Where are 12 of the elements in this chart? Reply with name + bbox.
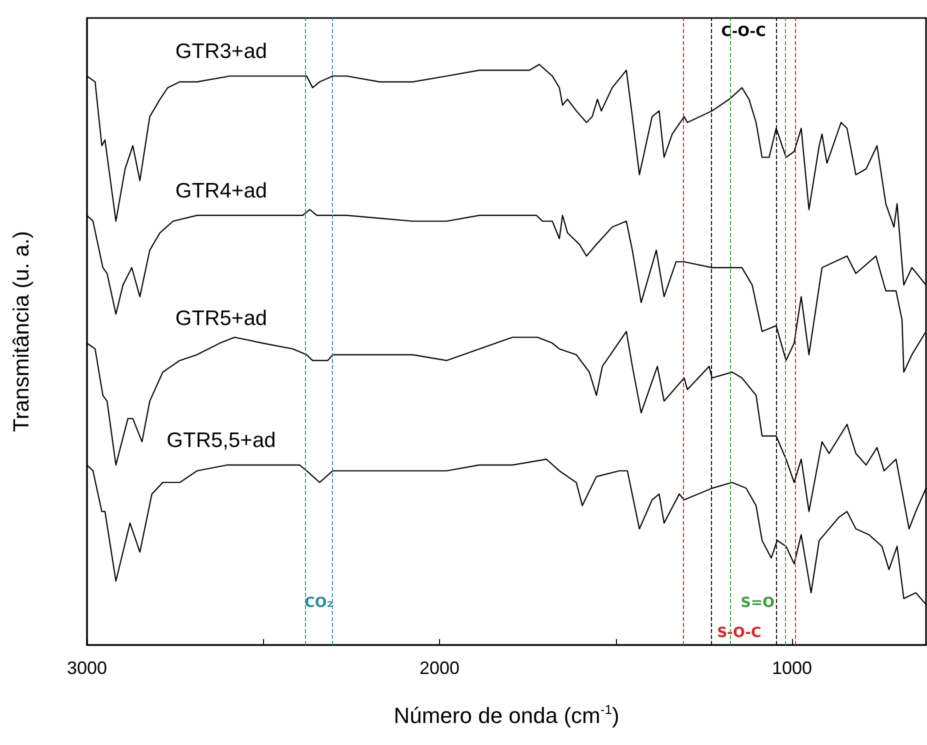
series-label: GTR5,5+ad: [166, 429, 276, 452]
ref-line-label: S=O: [740, 595, 775, 611]
x-tick-label: 2000: [420, 658, 460, 678]
x-tick-label: 1000: [772, 658, 812, 678]
x-tick-label: 3000: [66, 658, 108, 678]
ref-line-label: S-O-C: [717, 625, 762, 641]
ref-line-label: C-O-C: [721, 24, 766, 40]
series-label: GTR4+ad: [175, 179, 268, 202]
series-label: GTR3+ad: [175, 40, 268, 64]
series-label: GTR5+ad: [175, 307, 268, 330]
y-axis-title: Transmitância (u. a.): [8, 231, 34, 432]
ref-line-label: CO₂: [304, 595, 333, 611]
